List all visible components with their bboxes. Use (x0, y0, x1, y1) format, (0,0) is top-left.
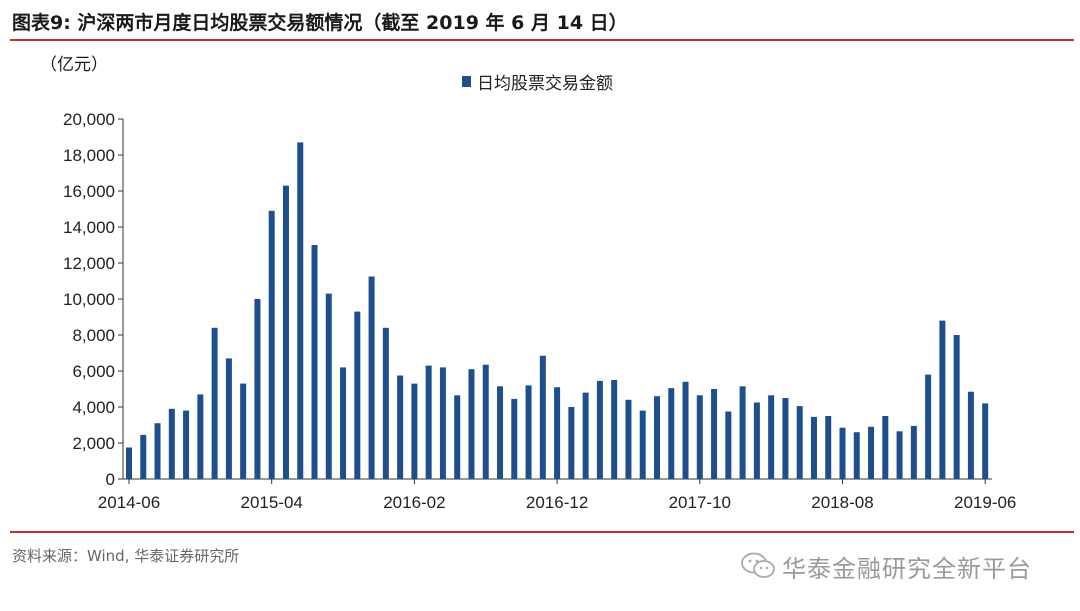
bar-2017-01 (568, 407, 575, 479)
bar-2017-06 (639, 410, 646, 479)
bar-2016-02 (411, 383, 418, 479)
bar-2016-03 (425, 365, 432, 479)
bar-2017-03 (596, 380, 603, 479)
bar-2017-05 (625, 399, 632, 479)
figure-title: 图表9: 沪深两市月度日均股票交易额情况（截至 2019 年 6 月 14 日） (12, 12, 628, 34)
legend-label: 日均股票交易金额 (477, 74, 613, 94)
x-tick-label: 2016-02 (383, 493, 445, 512)
bar-2015-03 (254, 299, 261, 479)
top-rule (10, 39, 1074, 41)
bar-2017-02 (582, 392, 589, 479)
bar-2014-07 (140, 434, 147, 479)
source-note: 资料来源：Wind, 华泰证券研究所 (12, 547, 240, 565)
bar-2017-08 (668, 388, 675, 479)
x-tick-label: 2018-08 (811, 493, 873, 512)
bar-2018-05 (796, 406, 803, 479)
bar-2019-06 (982, 403, 989, 479)
brand: 华泰金融研究全新平台 (740, 548, 1032, 584)
bar-2016-06 (468, 369, 475, 479)
bar-2015-12 (382, 327, 389, 479)
bar-2018-01 (739, 386, 746, 479)
x-tick-label: 2016-12 (526, 493, 588, 512)
bar-2018-10 (868, 426, 875, 479)
bar-2018-09 (853, 432, 860, 479)
bar-2017-12 (725, 411, 732, 479)
y-tick-label: 14,000 (63, 218, 115, 237)
bar-2017-04 (611, 380, 618, 479)
bar-2016-05 (454, 395, 461, 479)
bar-2015-07 (311, 245, 318, 479)
x-tick-label: 2014-06 (98, 493, 160, 512)
bar-2015-01 (225, 358, 232, 479)
bar-2014-10 (183, 410, 190, 479)
bar-2016-04 (439, 367, 446, 479)
bar-2014-08 (154, 423, 161, 479)
y-tick-label: 18,000 (63, 146, 115, 165)
bar-2015-02 (240, 383, 247, 479)
bar-2017-11 (711, 389, 718, 479)
bar-2019-01 (910, 425, 917, 479)
unit-label: （亿元） (40, 55, 108, 75)
bar-2018-06 (810, 416, 817, 479)
y-tick-label: 16,000 (63, 182, 115, 201)
bar-2016-09 (511, 398, 518, 479)
bar-2016-07 (482, 364, 489, 479)
x-tick-label: 2017-10 (669, 493, 731, 512)
bar-2018-08 (839, 427, 846, 479)
bar-2015-04 (268, 210, 275, 480)
bar-2018-03 (768, 395, 775, 479)
bar-2014-11 (197, 394, 204, 479)
bar-2017-10 (696, 395, 703, 479)
legend-swatch (462, 76, 471, 87)
bar-2018-11 (882, 416, 889, 479)
bar-2018-02 (753, 402, 760, 479)
bar-2014-09 (168, 408, 175, 479)
bar-2015-06 (297, 142, 304, 479)
bar-2014-12 (211, 327, 218, 479)
bar-2017-09 (682, 381, 689, 479)
bar-2019-05 (967, 391, 974, 479)
bar-2015-08 (325, 293, 332, 479)
x-tick-label: 2019-06 (954, 493, 1016, 512)
brand-text: 华泰金融研究全新平台 (782, 554, 1032, 583)
bar-2016-10 (525, 385, 532, 479)
y-tick-label: 6,000 (72, 362, 115, 381)
y-tick-label: 2,000 (72, 434, 115, 453)
y-tick-label: 8,000 (72, 326, 115, 345)
y-tick-label: 12,000 (63, 254, 115, 273)
y-tick-label: 10,000 (63, 290, 115, 309)
bar-2018-12 (896, 431, 903, 479)
bar-2015-05 (282, 185, 289, 479)
bar-2015-11 (368, 276, 375, 479)
y-tick-label: 4,000 (72, 398, 115, 417)
y-tick-label: 0 (106, 470, 115, 489)
wechat-logo-icon (741, 552, 775, 578)
bar-2019-02 (925, 374, 932, 479)
bar-2016-01 (397, 375, 404, 479)
bar-2017-07 (653, 396, 660, 479)
bar-2018-04 (782, 398, 789, 479)
bar-2016-08 (497, 386, 504, 479)
bar-2016-11 (539, 355, 546, 479)
bar-2014-06 (126, 447, 132, 479)
bar-2019-04 (953, 335, 960, 479)
x-tick-label: 2015-04 (241, 493, 303, 512)
bar-2016-12 (554, 387, 561, 479)
bar-2019-03 (939, 320, 946, 479)
bar-2015-10 (354, 311, 361, 479)
bottom-rule (10, 531, 1074, 533)
bar-2018-07 (825, 416, 832, 479)
y-tick-label: 20,000 (63, 110, 115, 129)
bar-2015-09 (340, 367, 347, 479)
